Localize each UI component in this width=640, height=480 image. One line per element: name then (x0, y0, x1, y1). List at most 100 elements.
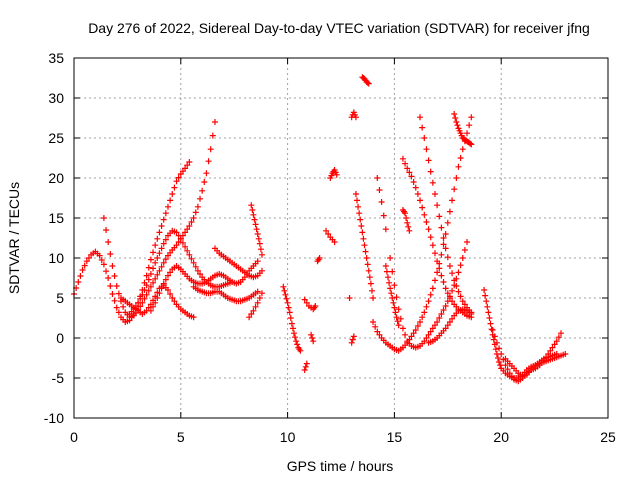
data-point (387, 285, 394, 292)
data-point (436, 315, 443, 321)
data-point (184, 226, 191, 233)
data-point (109, 291, 116, 297)
data-point (113, 283, 120, 289)
data-point (308, 331, 315, 338)
data-point (412, 184, 419, 191)
data-point (551, 341, 558, 348)
data-point (506, 370, 513, 377)
data-point (158, 263, 165, 270)
data-point (391, 304, 398, 311)
data-point (182, 165, 189, 172)
data-point (429, 242, 436, 249)
series-track-u (502, 351, 560, 380)
data-point (135, 299, 142, 306)
data-point (79, 267, 86, 273)
data-point (301, 296, 308, 303)
data-point (248, 202, 255, 209)
data-point (111, 297, 118, 304)
data-point (452, 115, 459, 121)
data-point (457, 262, 464, 269)
data-point (100, 215, 107, 221)
data-point (143, 272, 150, 279)
data-point (145, 264, 152, 271)
data-point (115, 309, 122, 316)
data-point (421, 309, 428, 316)
series-track-p (425, 306, 475, 346)
data-point (150, 279, 157, 286)
data-point (444, 254, 451, 261)
data-point (355, 203, 362, 210)
data-point (258, 267, 265, 274)
data-point (325, 231, 332, 237)
data-point (431, 191, 438, 197)
data-point (282, 291, 289, 298)
series-track-j (359, 74, 372, 87)
data-point (164, 272, 171, 279)
data-point (248, 311, 255, 317)
data-point (444, 322, 451, 329)
data-point (190, 259, 197, 266)
data-point (446, 263, 453, 269)
data-point (425, 226, 432, 233)
data-point (173, 229, 180, 236)
data-point (349, 336, 356, 343)
data-point (199, 187, 206, 194)
data-point (464, 130, 471, 137)
data-point (498, 351, 505, 357)
data-point (323, 227, 330, 234)
data-point (96, 252, 103, 259)
data-point (182, 243, 189, 250)
data-point (173, 242, 180, 249)
data-point (442, 303, 449, 309)
data-point (425, 157, 432, 164)
data-point (402, 331, 409, 338)
data-point (410, 179, 417, 185)
data-point (177, 235, 184, 242)
data-point (370, 319, 377, 325)
data-point (107, 251, 114, 257)
data-point (429, 285, 436, 292)
data-point (197, 195, 204, 202)
y-tick-label: -5 (52, 370, 65, 386)
data-point (150, 249, 157, 256)
data-point (167, 291, 174, 297)
data-point (380, 212, 387, 219)
data-point (402, 160, 409, 167)
data-point (389, 295, 396, 301)
data-point (487, 320, 494, 327)
data-point (184, 247, 191, 254)
data-point (461, 301, 468, 308)
data-point (105, 275, 112, 281)
series-track-r (382, 207, 413, 329)
data-point (246, 314, 253, 321)
data-point (427, 291, 434, 298)
data-point (211, 119, 218, 125)
data-point (491, 333, 498, 340)
data-point (406, 169, 413, 176)
data-point (358, 223, 365, 229)
data-point (186, 251, 193, 258)
data-point (404, 339, 411, 346)
data-point (98, 257, 105, 263)
data-point (167, 269, 174, 276)
data-point (352, 191, 359, 197)
data-point (423, 146, 430, 153)
data-point (449, 298, 456, 305)
data-point (549, 344, 556, 351)
data-point (83, 258, 90, 265)
data-point (192, 209, 199, 216)
data-point (444, 219, 451, 226)
chart-title: Day 276 of 2022, Sidereal Day-to-day VTE… (88, 20, 590, 36)
data-point (485, 309, 492, 316)
data-point (482, 292, 489, 299)
data-point (403, 215, 410, 221)
data-point (547, 347, 554, 354)
data-point (346, 295, 353, 301)
data-point (156, 267, 163, 274)
data-point (281, 287, 288, 294)
y-tick-label: 20 (48, 170, 64, 186)
data-point (419, 204, 426, 211)
data-point (423, 335, 430, 341)
data-point (289, 325, 296, 332)
